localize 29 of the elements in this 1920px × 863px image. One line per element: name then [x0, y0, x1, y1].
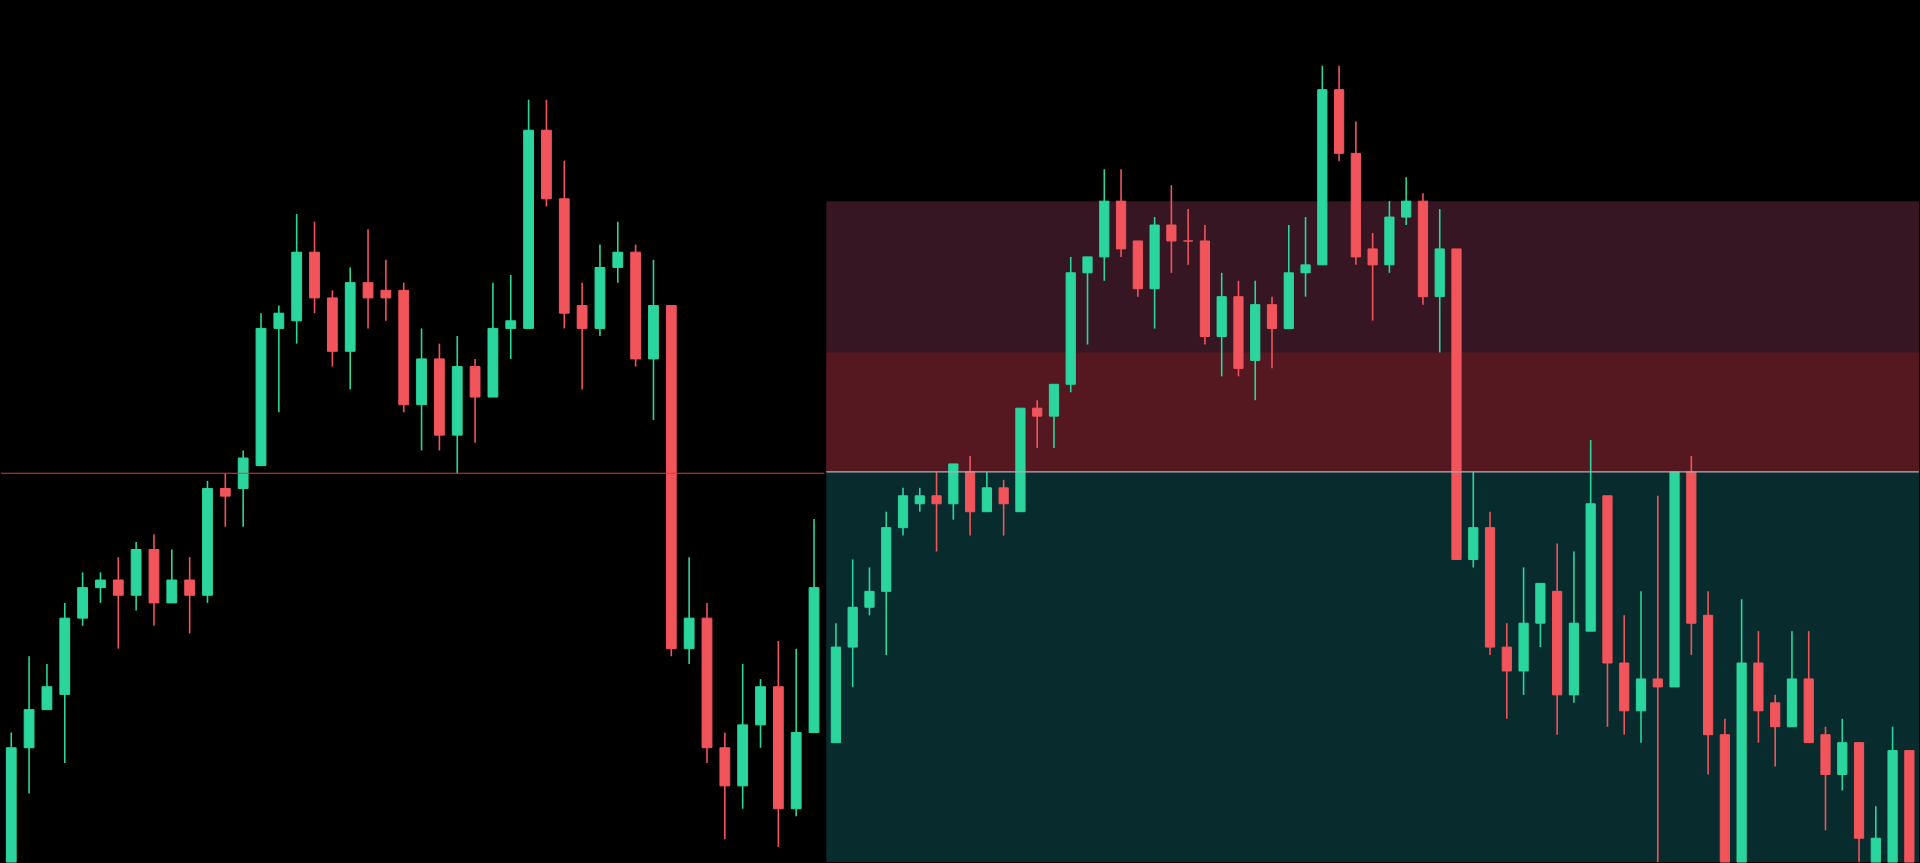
candlestick: [1367, 232, 1378, 322]
candlestick: [981, 471, 992, 513]
candlestick: [184, 556, 196, 635]
candlestick: [1032, 399, 1043, 449]
candlestick: [998, 479, 1009, 537]
candlestick: [612, 220, 624, 284]
candlestick: [576, 281, 588, 391]
candlestick: [41, 663, 53, 711]
candlestick: [1266, 295, 1278, 370]
candlestick: [219, 472, 231, 528]
candlestick: [505, 274, 517, 360]
candlestick: [112, 556, 124, 650]
candlestick: [1183, 208, 1194, 266]
candlestick: [914, 487, 925, 513]
candlestick: [166, 548, 178, 604]
candlestick: [1401, 176, 1412, 226]
candlestick: [1501, 622, 1512, 720]
candlestick: [931, 471, 942, 553]
candlestick: [864, 566, 875, 617]
candlestick: [362, 228, 374, 330]
candlestick: [1300, 216, 1311, 298]
candlestick: [1652, 494, 1663, 863]
candlestick: [95, 571, 106, 604]
candlestick: [273, 304, 285, 414]
candlestick: [1166, 184, 1177, 274]
candlestick: [1082, 256, 1093, 346]
candlestick: [1870, 805, 1881, 863]
candlestick: [1770, 694, 1781, 768]
candlestick: [380, 259, 392, 322]
